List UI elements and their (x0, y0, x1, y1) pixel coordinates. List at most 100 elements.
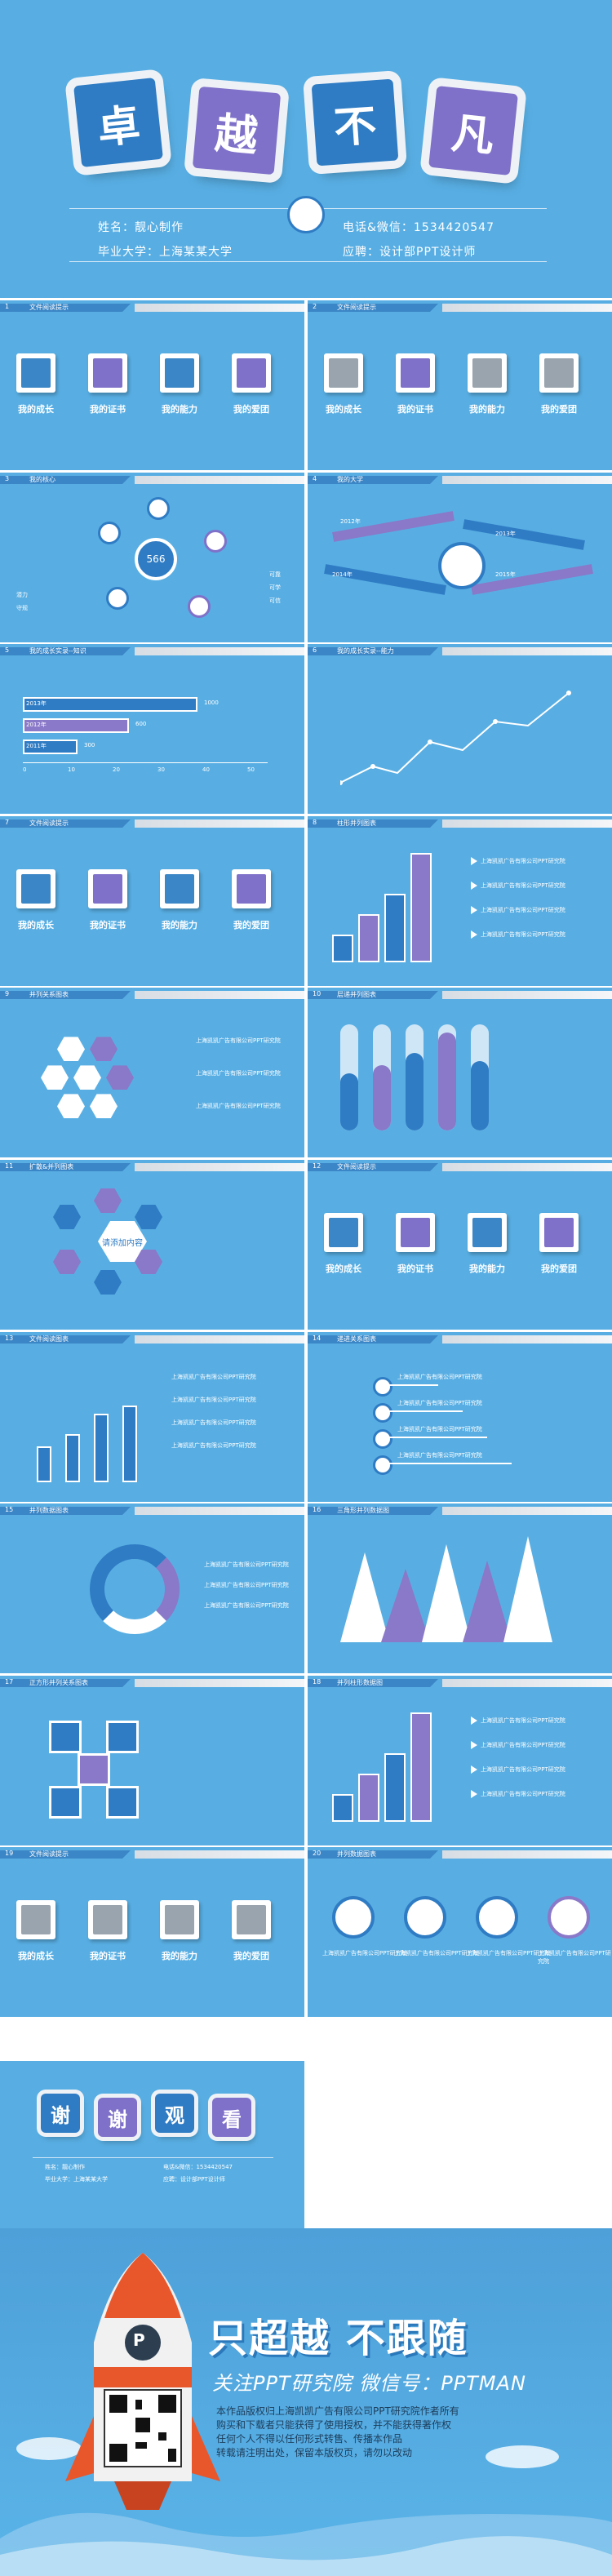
legend-marker (471, 881, 477, 890)
round-badge (404, 1896, 446, 1939)
hex-caption: 上海凯凯广告有限公司PPT研究院 (196, 1103, 281, 1110)
slide-panel: 11 扩散&并列图表 请添加内容 (0, 1160, 304, 1330)
header-notch (430, 991, 438, 1000)
icon-card[interactable] (16, 868, 55, 908)
knowledge-tick: 10 (68, 766, 75, 774)
panel-header: 20 并列数据图表 (308, 1847, 612, 1860)
cover-tile-2: 越 (192, 86, 282, 175)
hex-cell (90, 1037, 118, 1062)
donut-caption: 上海凯凯广告有限公司PPT研究院 (204, 1561, 289, 1569)
icon-card[interactable] (324, 1213, 363, 1252)
slide-panel: 15 并列数据图表 上海凯凯广告有限公司PPT研究院 上海凯凯广告有限公司PPT研究院… (0, 1503, 304, 1674)
slide-panel: 19 文件阅读提示 我的成长 我的证书 我的能力 我的爱团 (0, 1847, 304, 2018)
icon-card-label: 我的能力 (469, 404, 505, 415)
header-notch (122, 475, 131, 484)
icon-card-label: 我的爱团 (541, 1264, 577, 1274)
icon-card[interactable] (324, 353, 363, 393)
panel-title: 我的成长实录--能力 (337, 647, 394, 655)
panel-number: 5 (5, 646, 10, 655)
card-icon (21, 358, 51, 388)
uni-banner-a (332, 510, 455, 542)
round-badge (332, 1896, 375, 1939)
column-bar (358, 913, 379, 962)
panel-header: 17 正方形并列关系图表 (0, 1676, 304, 1689)
header-gradient-bar (442, 1163, 612, 1171)
uni-year: 2012年 (340, 517, 361, 525)
panel-number: 3 (5, 474, 10, 482)
knowledge-tick: 40 (202, 766, 210, 774)
column-bar (332, 934, 353, 962)
rocket-p-label: P (133, 2330, 145, 2350)
core-center: 566 (135, 537, 177, 580)
icon-card[interactable] (539, 1213, 579, 1252)
slide-panel: 9 并列关系图表 上海凯凯广告有限公司PPT研究院 上海凯凯广告有限公司PPT研究院上… (0, 988, 304, 1158)
icon-card[interactable] (396, 353, 435, 393)
icon-card[interactable] (468, 1213, 507, 1252)
panel-title: 文件阅读提示 (29, 304, 69, 311)
header-bar (308, 475, 430, 484)
thanks-tile-3: 观 (155, 2094, 194, 2133)
step-dot (373, 1428, 392, 1449)
icon-card-label: 我的成长 (18, 1951, 54, 1962)
icon-card[interactable] (160, 353, 199, 393)
card-icon (237, 358, 266, 388)
header-bar (0, 647, 122, 656)
core-node (204, 529, 227, 553)
panel-number: 9 (5, 990, 10, 998)
card-icon (165, 358, 194, 388)
header-gradient-bar (135, 1163, 304, 1171)
header-bar (308, 1163, 430, 1171)
triangle (503, 1536, 552, 1643)
hex-cell (41, 1065, 69, 1090)
panel-header: 6 我的成长实录--能力 (308, 644, 612, 657)
step-dot (373, 1455, 392, 1475)
column-bar (332, 1793, 353, 1822)
header-bar (0, 304, 122, 312)
cover-school: 毕业大学：上海某某大学 (98, 246, 233, 259)
card-icon (21, 1905, 51, 1935)
card-icon (401, 358, 430, 388)
header-bar (308, 304, 430, 312)
icon-card[interactable] (16, 353, 55, 393)
header-notch (122, 1335, 131, 1344)
step-text: 上海凯凯广告有限公司PPT研究院 (397, 1425, 482, 1432)
header-bar (0, 991, 122, 1000)
core-left-label: 守规 (16, 604, 28, 611)
icon-card[interactable] (396, 1213, 435, 1252)
core-node (188, 594, 211, 618)
panel-number: 14 (313, 1334, 322, 1342)
icon-card[interactable] (160, 868, 199, 908)
promo-note-4: 转载请注明出处，保留本版权页，请勿以改动 (216, 2447, 413, 2458)
header-bar (308, 1507, 430, 1516)
icon-card[interactable] (539, 353, 579, 393)
header-bar (0, 475, 122, 484)
icon-card[interactable] (160, 1900, 199, 1940)
icon-card[interactable] (468, 353, 507, 393)
icon-card[interactable] (88, 868, 127, 908)
icon-card[interactable] (232, 1900, 271, 1940)
blank-slide (308, 2061, 612, 2231)
icon-card[interactable] (88, 1900, 127, 1940)
legend-marker (471, 905, 477, 914)
icon-card-label: 我的成长 (18, 404, 54, 415)
knowledge-tick: 0 (23, 766, 27, 774)
rocket-illustration (0, 2253, 612, 2576)
core-right-label: 可学 (269, 584, 281, 591)
icon-card[interactable] (16, 1900, 55, 1940)
capsule-fill (373, 1065, 391, 1131)
step-line (389, 1462, 512, 1464)
cover-name: 姓名：靓心制作 (98, 221, 184, 234)
icon-card[interactable] (232, 353, 271, 393)
panel-title: 并列柱形数据图 (337, 1678, 383, 1686)
column-bar (410, 852, 432, 962)
slide-panel: 13 文件阅读图表 上海凯凯广告有限公司PPT研究院 上海凯凯广告有限公司PPT研究院… (0, 1331, 304, 1502)
panel-title: 文件阅读提示 (337, 1163, 376, 1170)
knowledge-bar-value: 600 (135, 721, 147, 728)
panel-header: 19 文件阅读提示 (0, 1847, 304, 1860)
panel-number: 17 (5, 1677, 14, 1686)
card-icon (237, 1905, 266, 1935)
petal (135, 1250, 162, 1274)
icon-card[interactable] (232, 868, 271, 908)
icon-card[interactable] (88, 353, 127, 393)
growth-line (338, 677, 585, 791)
